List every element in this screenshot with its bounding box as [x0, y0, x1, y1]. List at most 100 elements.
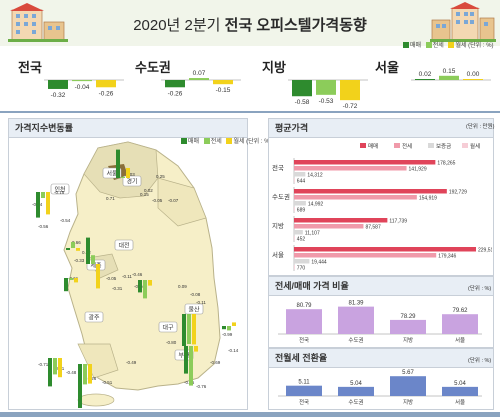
map-value-label-29: -0.80 — [166, 340, 177, 345]
conv-category-2: 지방 — [403, 398, 413, 406]
city-box-1 — [50, 183, 70, 195]
map-bar-2-2 — [76, 248, 80, 251]
map-legend: 매매 전세 월세 (단위 : %) — [178, 136, 272, 145]
ratio-value-1: 81.39 — [348, 301, 364, 307]
summary-region-1: 수도권 — [135, 60, 171, 75]
map-legend-swatch-jeonse — [203, 138, 210, 145]
avg-category-0: 전국 — [272, 163, 284, 172]
avg-value-0-3: 644 — [297, 179, 306, 185]
conversion-chart: 5.11 전국 5.04 수도권 5.67 지방 5.04 서울 — [278, 370, 482, 406]
map-value-label-6: 0.25 — [156, 174, 165, 179]
map-legend-swatch-wolse — [226, 138, 233, 145]
avg-category-3: 서울 — [272, 250, 284, 259]
map-value-label-5: 0.02 — [144, 188, 153, 193]
avg-bar-0-1 — [294, 166, 407, 171]
region-gangwon — [157, 177, 207, 227]
legend-jeonse: 전세 — [432, 43, 444, 49]
ratio-bar-0 — [286, 309, 322, 334]
avg-category-1: 수도권 — [272, 193, 290, 201]
summary-label-wolse-3: 0.00 — [467, 71, 480, 78]
title-bar — [0, 0, 500, 46]
map-value-label-7: -0.54 — [60, 218, 71, 223]
ratio-chart: 80.79 전국 81.39 수도권 78.29 지방 79.62 서울 — [278, 301, 482, 344]
map-value-label-23: -0.71 — [38, 362, 49, 367]
avg-value-0-0: 178,265 — [437, 161, 455, 167]
map-bar-10-2 — [232, 322, 236, 326]
map-value-label-22: -0.11 — [196, 300, 206, 305]
conv-value-2: 5.67 — [402, 370, 414, 376]
map-value-label-4: 0.03 — [126, 172, 135, 177]
map-value-label-27: -0.51 — [102, 380, 113, 385]
avg-price-title: 평균가격 — [269, 119, 493, 138]
map-value-label-12: 0.66 — [72, 240, 81, 245]
footer-bar — [0, 412, 500, 417]
map-value-label-34: -0.14 — [228, 348, 239, 353]
avg-bar-3-0 — [294, 247, 476, 252]
building-illustration-left — [8, 3, 68, 42]
ratio-category-1: 수도권 — [348, 336, 363, 344]
map-value-label-16: -0.11 — [122, 274, 132, 279]
map-bar-8-1 — [187, 314, 191, 344]
summary-bar-wolse-2 — [340, 80, 360, 101]
avg-bar-1-0 — [294, 189, 447, 194]
summary-bar-sale-1 — [165, 80, 185, 88]
avg-bar-1-2 — [294, 201, 306, 206]
ratio-bar-2 — [390, 319, 426, 334]
summary-bar-jeonse-0 — [72, 80, 92, 82]
conv-category-3: 서울 — [455, 398, 465, 406]
map-legend-wolse: 월세 — [233, 139, 245, 145]
summary-bar-jeonse-1 — [189, 78, 209, 80]
summary-label-wolse-2: -0.72 — [343, 103, 358, 110]
city-box-6 — [158, 321, 178, 333]
conversion-title: 전월세 전환율 — [269, 349, 493, 368]
city-name-4: 대전 — [118, 242, 129, 250]
summary-bar-jeonse-3 — [439, 75, 459, 80]
summary-label-sale-0: -0.32 — [51, 92, 66, 99]
map-value-label-28: -0.49 — [126, 360, 137, 365]
avg-price-unit: (단위 : 만원) — [466, 124, 495, 130]
city-name-1: 인천 — [54, 186, 65, 194]
summary-label-jeonse-1: 0.07 — [193, 70, 206, 77]
avg-bar-1-3 — [294, 207, 295, 212]
map-bar-9-2 — [194, 346, 198, 352]
map-bar-2-0 — [66, 248, 70, 250]
map-bar-9-1 — [189, 346, 193, 386]
legend-swatch-wolse — [448, 42, 455, 49]
summary-label-sale-2: -0.58 — [295, 99, 310, 106]
ratio-title: 전세/매매 가격 비율 — [269, 277, 493, 296]
map-bar-4-1 — [69, 278, 73, 280]
avg-value-2-0: 117,739 — [389, 219, 407, 225]
summary-bars: 전국 -0.32 -0.04 -0.26 수도권 -0.26 0.07 -0.15 지방 -0.5… — [18, 60, 491, 110]
conv-bar-2 — [390, 376, 426, 396]
conv-category-0: 전국 — [299, 398, 309, 406]
summary-strip: 전국 -0.32 -0.04 -0.26 수도권 -0.26 0.07 -0.15 지방 -0.5… — [0, 50, 500, 112]
jeju-island — [77, 393, 115, 407]
summary-label-jeonse-0: -0.04 — [75, 84, 90, 91]
conv-value-3: 5.04 — [454, 381, 466, 387]
summary-bar-sale-2 — [292, 80, 312, 97]
map-value-label-33: -0.99 — [222, 332, 233, 337]
conversion-unit: (단위 : %) — [468, 358, 492, 364]
avg-legend-swatch-3 — [462, 143, 468, 148]
map-bar-7-2 — [88, 364, 92, 384]
city-name-0: 서울 — [106, 170, 118, 178]
conv-value-1: 5.04 — [350, 381, 362, 387]
summary-label-jeonse-3: 0.15 — [443, 68, 456, 75]
map-bar-0-1 — [41, 192, 45, 198]
ratio-panel: 전세/매매 가격 비율 — [268, 276, 494, 348]
avg-category-2: 지방 — [272, 221, 284, 230]
conv-bar-3 — [442, 386, 478, 396]
map-bar-3-1 — [91, 255, 95, 264]
avg-value-3-1: 179,346 — [438, 254, 456, 260]
map-bar-2-1 — [71, 242, 75, 248]
avg-legend-label-2: 보증금 — [436, 143, 451, 150]
summary-region-3: 서울 — [375, 60, 399, 75]
avg-legend-label-1: 전세 — [402, 142, 412, 150]
ratio-category-3: 서울 — [455, 336, 465, 344]
avg-bar-2-1 — [294, 224, 364, 229]
avg-value-3-3: 770 — [297, 266, 306, 272]
ratio-bar-3 — [442, 314, 478, 334]
korea-map: 서울인천경기세종대전광주대구울산부산-0.64-0.15-0.560.710.0… — [32, 141, 239, 408]
avg-legend-label-3: 월세 — [470, 142, 480, 150]
